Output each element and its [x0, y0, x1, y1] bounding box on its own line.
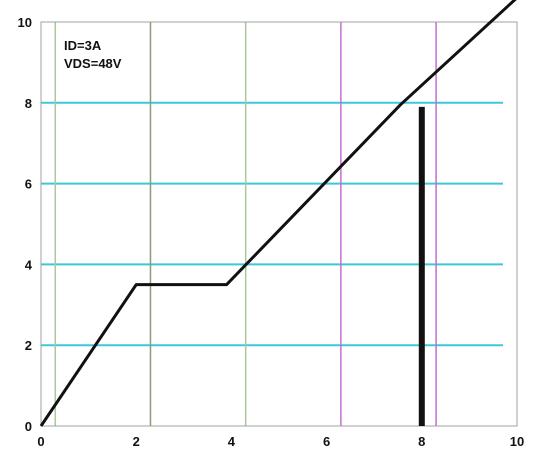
y-tick-label-1: 2	[25, 338, 32, 353]
annotation-id: ID=3A	[64, 38, 102, 53]
series	[39, 0, 517, 427]
plot-frame	[40, 21, 518, 427]
y-tick-label-3: 6	[25, 177, 32, 192]
series-line-0	[39, 0, 517, 427]
x-tick-label-4: 8	[418, 434, 425, 449]
grid	[41, 22, 503, 426]
tick-labels: 0 2 4 6 8 10 0 2 4 6 8 10	[18, 15, 525, 449]
annotation-vds: VDS=48V	[64, 56, 122, 71]
x-tick-label-1: 2	[133, 434, 140, 449]
x-tick-label-5: 10	[510, 434, 524, 449]
x-tick-label-2: 4	[228, 434, 236, 449]
y-tick-label-4: 8	[25, 96, 32, 111]
y-tick-label-5: 10	[18, 15, 32, 30]
y-tick-label-2: 4	[25, 257, 33, 272]
x-tick-label-0: 0	[37, 434, 44, 449]
y-tick-label-0: 0	[25, 419, 32, 434]
x-tick-label-3: 6	[323, 434, 330, 449]
